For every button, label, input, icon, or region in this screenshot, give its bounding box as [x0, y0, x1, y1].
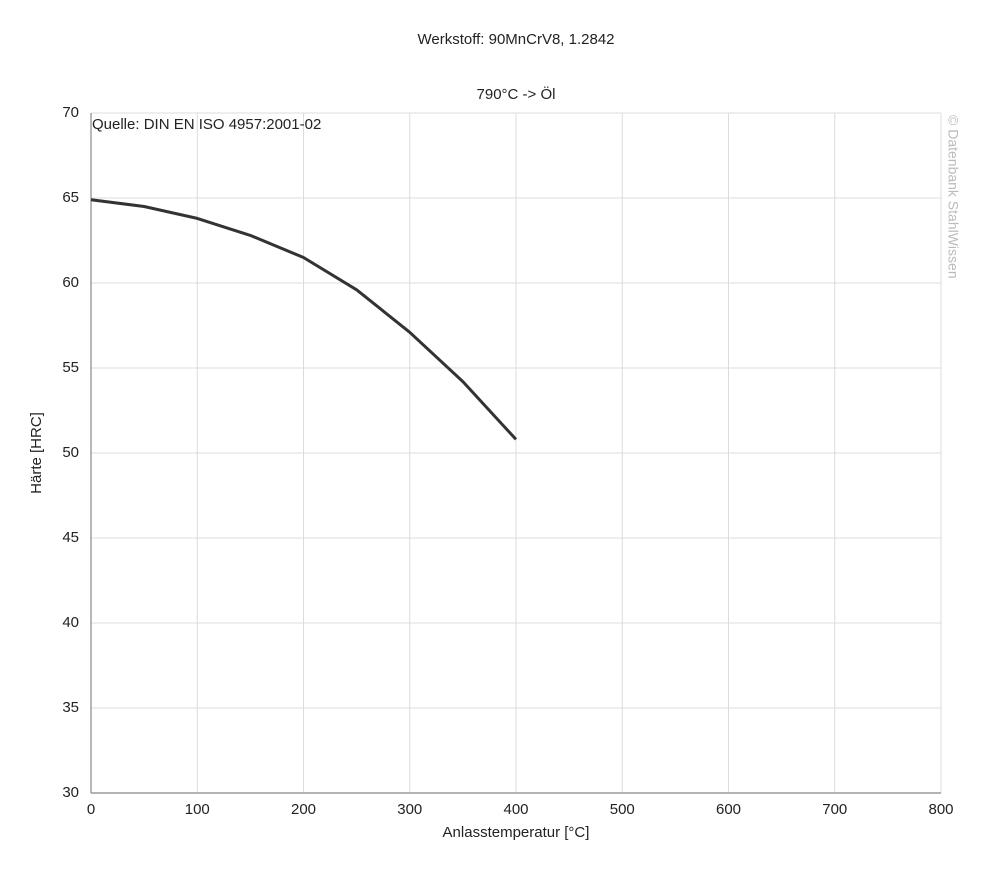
x-tick-label: 600 — [716, 801, 741, 818]
x-tick-label: 800 — [928, 801, 953, 818]
chart-subtitle: 790°C -> Öl — [477, 85, 556, 103]
x-tick-label: 0 — [87, 801, 95, 818]
x-tick-label: 100 — [185, 801, 210, 818]
x-tick-label: 200 — [291, 801, 316, 818]
watermark: © Datenbank StahlWissen — [945, 115, 961, 279]
y-tick-label: 40 — [62, 614, 79, 631]
x-axis-label: Anlasstemperatur [°C] — [443, 824, 590, 841]
y-axis-label: Härte [HRC] — [28, 412, 45, 494]
annotation: Quelle: DIN EN ISO 4957:2001-02 — [92, 116, 321, 133]
y-tick-label: 60 — [62, 274, 79, 291]
y-tick-label: 55 — [62, 359, 79, 376]
y-tick-label: 70 — [62, 104, 79, 121]
x-tick-label: 700 — [822, 801, 847, 818]
y-tick-label: 50 — [62, 444, 79, 461]
y-tick-label: 45 — [62, 529, 79, 546]
chart-title: Werkstoff: 90MnCrV8, 1.2842 — [417, 31, 614, 48]
y-tick-label: 30 — [62, 784, 79, 801]
x-tick-label: 500 — [610, 801, 635, 818]
y-tick-label: 65 — [62, 189, 79, 206]
data-line — [90, 198, 518, 441]
y-tick-label: 35 — [62, 699, 79, 716]
x-tick-label: 400 — [503, 801, 528, 818]
x-tick-label: 300 — [397, 801, 422, 818]
